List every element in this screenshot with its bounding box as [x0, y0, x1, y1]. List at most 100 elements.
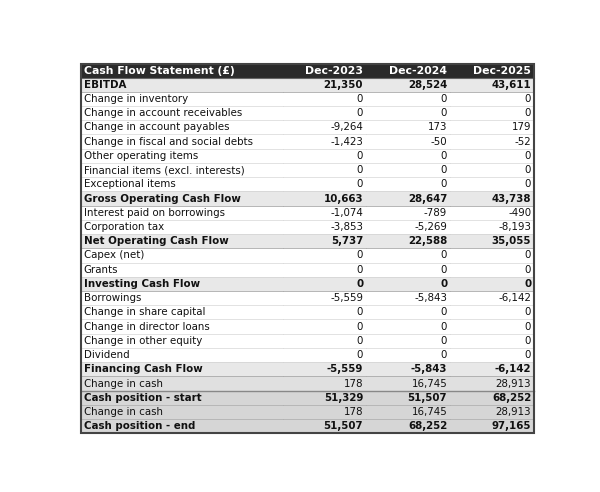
Text: 51,507: 51,507: [323, 421, 363, 431]
Bar: [451, 78, 535, 92]
Bar: [283, 319, 367, 334]
Text: 0: 0: [525, 350, 531, 360]
Bar: [451, 134, 535, 149]
Bar: [80, 149, 283, 163]
Text: Change in account receivables: Change in account receivables: [84, 108, 242, 118]
Text: 0: 0: [525, 308, 531, 317]
Text: 0: 0: [357, 265, 363, 275]
Text: -5,843: -5,843: [411, 364, 447, 374]
Bar: [451, 348, 535, 362]
Text: -3,853: -3,853: [330, 222, 363, 232]
Text: 0: 0: [357, 308, 363, 317]
Bar: [283, 305, 367, 319]
Bar: [80, 391, 283, 405]
Text: 68,252: 68,252: [408, 421, 447, 431]
Text: 0: 0: [525, 94, 531, 104]
Text: Cash Flow Statement (£): Cash Flow Statement (£): [84, 65, 235, 76]
Text: 43,611: 43,611: [491, 80, 531, 90]
Text: 0: 0: [441, 94, 447, 104]
Bar: [367, 220, 451, 234]
Text: -5,559: -5,559: [330, 293, 363, 303]
Text: Corporation tax: Corporation tax: [84, 222, 164, 232]
Text: -1,074: -1,074: [331, 208, 363, 218]
Text: -6,142: -6,142: [498, 293, 531, 303]
Bar: [451, 163, 535, 177]
Bar: [367, 319, 451, 334]
Text: Change in cash: Change in cash: [84, 378, 163, 389]
Bar: [367, 405, 451, 419]
Bar: [367, 277, 451, 291]
Bar: [451, 191, 535, 206]
Text: 0: 0: [357, 94, 363, 104]
Bar: [367, 163, 451, 177]
Text: 0: 0: [524, 279, 531, 289]
Bar: [451, 362, 535, 376]
Text: Cash position - start: Cash position - start: [84, 393, 202, 403]
Text: -5,559: -5,559: [327, 364, 363, 374]
Text: -6,142: -6,142: [494, 364, 531, 374]
Text: -50: -50: [431, 137, 447, 147]
Text: Change in other equity: Change in other equity: [84, 336, 202, 346]
Text: Gross Operating Cash Flow: Gross Operating Cash Flow: [84, 193, 241, 204]
Bar: [451, 177, 535, 191]
Text: 0: 0: [525, 322, 531, 332]
Bar: [451, 206, 535, 220]
Bar: [283, 362, 367, 376]
Bar: [283, 78, 367, 92]
Bar: [283, 348, 367, 362]
Text: -1,423: -1,423: [331, 137, 363, 147]
Bar: [80, 277, 283, 291]
Text: 178: 178: [344, 378, 363, 389]
Bar: [451, 319, 535, 334]
Bar: [283, 106, 367, 120]
Text: Cash position - end: Cash position - end: [84, 421, 195, 431]
Text: 51,507: 51,507: [407, 393, 447, 403]
Text: Change in account payables: Change in account payables: [84, 123, 229, 132]
Bar: [367, 206, 451, 220]
Text: 0: 0: [441, 179, 447, 189]
Bar: [451, 291, 535, 305]
Text: Financial items (excl. interests): Financial items (excl. interests): [84, 165, 245, 175]
Bar: [283, 149, 367, 163]
Text: 10,663: 10,663: [323, 193, 363, 204]
Text: 0: 0: [440, 279, 447, 289]
Bar: [80, 334, 283, 348]
Bar: [80, 405, 283, 419]
Bar: [451, 220, 535, 234]
Text: -8,193: -8,193: [498, 222, 531, 232]
Bar: [451, 263, 535, 277]
Text: -789: -789: [424, 208, 447, 218]
Bar: [80, 419, 283, 433]
Bar: [367, 120, 451, 134]
Text: Capex (net): Capex (net): [84, 250, 144, 260]
Bar: [80, 134, 283, 149]
Text: Change in fiscal and social debts: Change in fiscal and social debts: [84, 137, 253, 147]
Text: 173: 173: [428, 123, 447, 132]
Text: 0: 0: [441, 350, 447, 360]
Bar: [80, 376, 283, 391]
Bar: [283, 391, 367, 405]
Text: 51,329: 51,329: [324, 393, 363, 403]
Text: 0: 0: [525, 165, 531, 175]
Text: Change in inventory: Change in inventory: [84, 94, 188, 104]
Bar: [80, 177, 283, 191]
Bar: [283, 405, 367, 419]
Bar: [283, 277, 367, 291]
Bar: [451, 234, 535, 248]
Text: Other operating items: Other operating items: [84, 151, 198, 161]
Bar: [451, 405, 535, 419]
Bar: [283, 234, 367, 248]
Bar: [283, 206, 367, 220]
Bar: [80, 63, 283, 78]
Bar: [451, 92, 535, 106]
Text: Dividend: Dividend: [84, 350, 130, 360]
Text: 0: 0: [441, 336, 447, 346]
Bar: [283, 334, 367, 348]
Text: 0: 0: [357, 336, 363, 346]
Text: 0: 0: [441, 322, 447, 332]
Bar: [451, 334, 535, 348]
Text: 5,737: 5,737: [331, 236, 363, 246]
Text: Interest paid on borrowings: Interest paid on borrowings: [84, 208, 225, 218]
Bar: [451, 277, 535, 291]
Text: 0: 0: [441, 308, 447, 317]
